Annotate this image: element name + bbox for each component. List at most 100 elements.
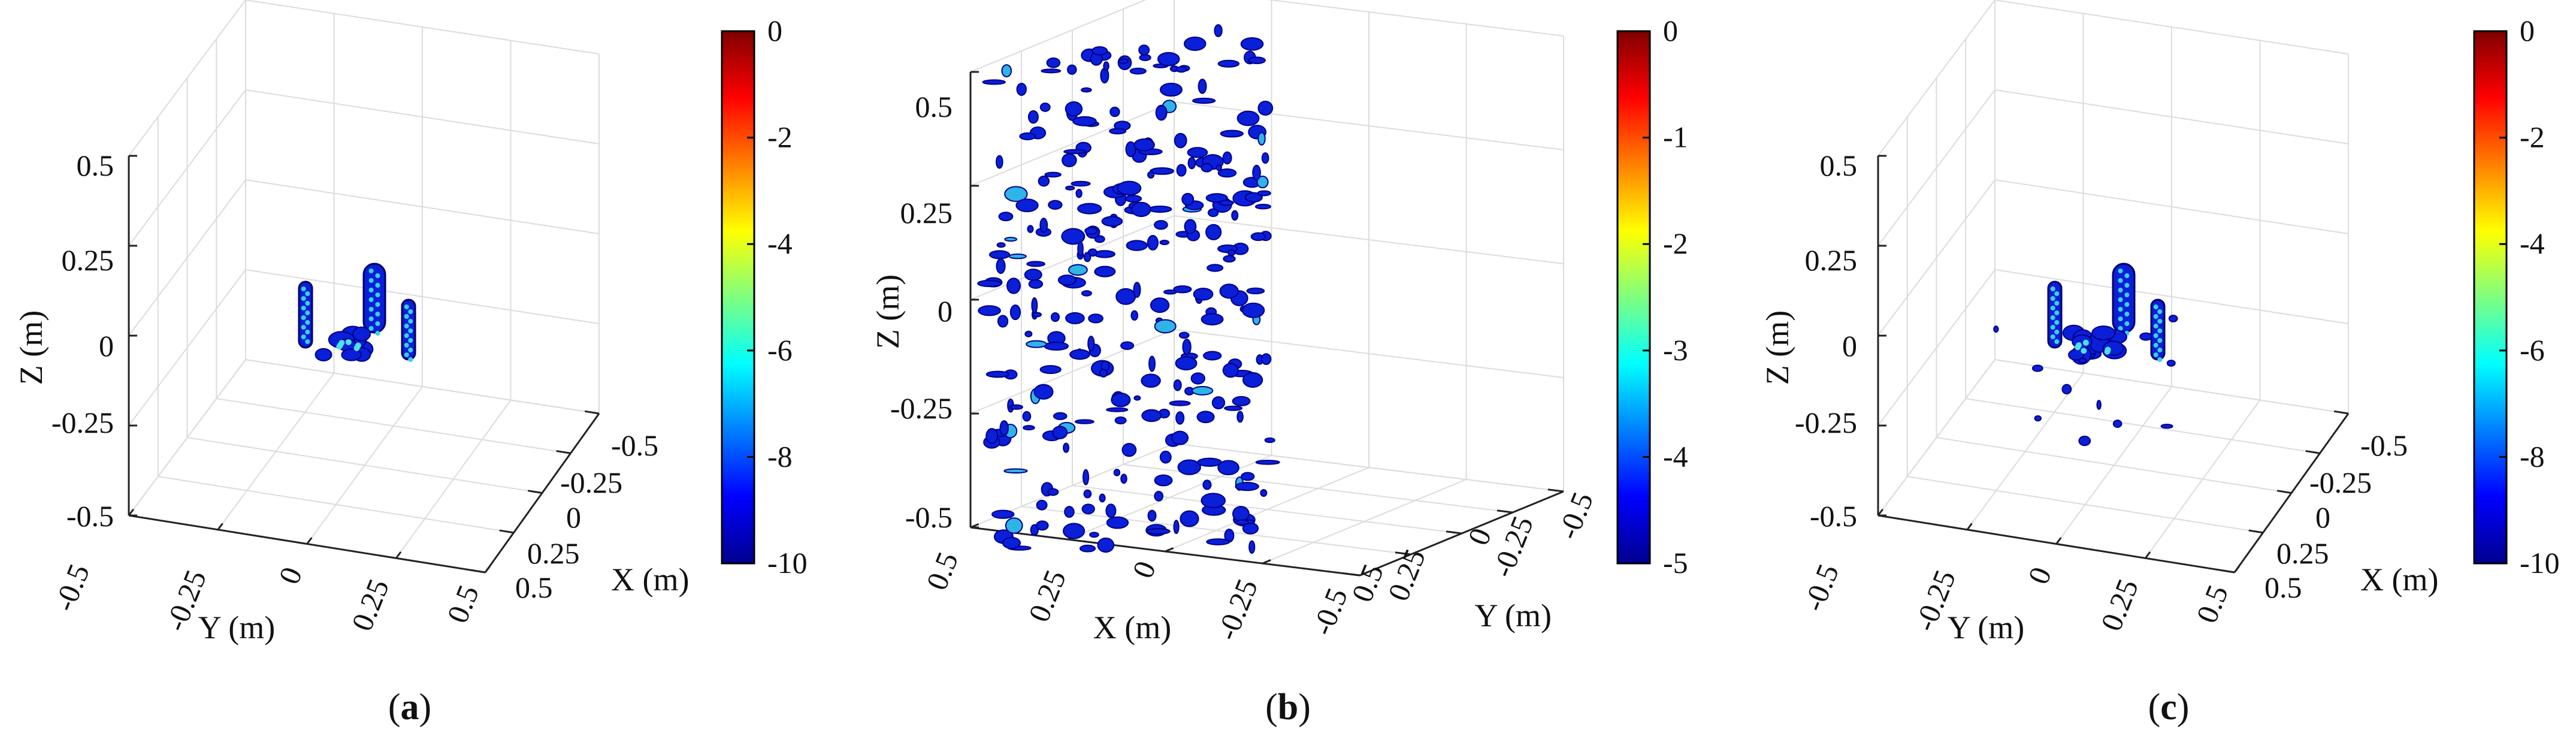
panel-b-blob <box>1053 412 1068 420</box>
panel-b-blobs <box>977 24 1280 554</box>
panel-c-blob <box>2091 325 2116 341</box>
panel-a-tick-mark <box>470 569 486 574</box>
panel-c-dot <box>2118 269 2123 273</box>
panel-b-blob <box>1235 519 1249 526</box>
panel-a-d-tick: -0.25 <box>560 466 622 499</box>
panel-b-tick-mark <box>1395 551 1411 556</box>
panel-b-blob <box>1031 297 1038 314</box>
panel-b-blob <box>1075 189 1083 198</box>
panel-b-blob <box>1174 132 1187 149</box>
panel-b-blob <box>1255 460 1280 465</box>
panel-b-blob <box>998 212 1014 222</box>
panel-c-grid-line <box>1877 179 1996 336</box>
panel-b-blob <box>1133 395 1141 401</box>
panel-b-h-label: X (m) <box>1093 610 1171 646</box>
panel-a-dot <box>305 301 310 306</box>
panel-b-blob <box>1248 540 1256 554</box>
panel-a-colorbar-bar <box>721 30 755 565</box>
panel-b-blob <box>1147 171 1155 179</box>
panel-a-dot <box>408 348 413 352</box>
panel-b-blob <box>1125 141 1136 158</box>
panel-c-caption: (c) <box>2148 687 2190 728</box>
panel-b-blob <box>1223 255 1236 263</box>
panel-b-blob <box>1217 460 1239 475</box>
panel-b-blob <box>1079 544 1096 553</box>
panel-c-dot <box>2082 339 2089 346</box>
panel-b-blob <box>1211 396 1226 409</box>
panel-a-grid-line <box>395 399 512 559</box>
panel-b-blob <box>1089 532 1099 538</box>
panel-c-z-ticks: 0.5 0.25 0 -0.25 -0.5 <box>1795 149 1857 533</box>
panel-a-dot <box>375 331 380 336</box>
panel-a-grid-line <box>128 89 246 246</box>
panel-b-blob <box>1248 56 1266 65</box>
panel-b-h-tick: 0 <box>1126 556 1162 583</box>
panel-a-dot <box>353 345 360 351</box>
panel-c-tick-mark <box>2145 551 2151 559</box>
panel-b-z-tick: 0.5 <box>915 90 953 123</box>
panel-b-blob <box>1206 538 1230 545</box>
panel-c-h-tick: 0.25 <box>2094 574 2145 635</box>
panel-c-colorbar-tick-label: -8 <box>2520 439 2545 473</box>
panel-c-grid-line <box>1936 437 2292 494</box>
panel-b-d-ticks: 0.5 0.25 0 -0.25 -0.5 <box>1345 487 1600 607</box>
panel-b-tick-mark <box>1496 509 1513 514</box>
panel-b-blob <box>1187 156 1196 170</box>
panel-a-grid-line <box>216 398 571 454</box>
panel-b-z-tick: -0.5 <box>905 500 953 534</box>
panel-c-d-label: X (m) <box>2360 562 2438 598</box>
panel-b-blob <box>1171 430 1189 445</box>
panel-b-blob <box>1022 411 1032 422</box>
panel-b-blob <box>1081 87 1092 93</box>
panel-c-z-tick: 0.5 <box>1820 149 1858 182</box>
panel-b-blob <box>1033 384 1054 400</box>
panel-a-caption: (a) <box>388 687 431 728</box>
panel-b-blob <box>1254 204 1271 210</box>
panel-b-blob <box>1009 404 1023 410</box>
panel-b-blob <box>1173 285 1192 294</box>
panel-c-z-tick: -0.5 <box>1810 499 1857 533</box>
panel-a-blobs <box>298 263 416 362</box>
panel-c-dot <box>2050 325 2055 330</box>
panel-b-blob <box>1002 536 1021 550</box>
panel-b-d-tick: -0.5 <box>1551 487 1600 544</box>
panel-b-blob <box>1183 37 1207 51</box>
panel-c-dot <box>2054 320 2060 325</box>
panel-b-blob <box>1202 479 1212 490</box>
panel-b-blob <box>996 258 1006 274</box>
panel-b-blob <box>977 279 1002 288</box>
panel-b-blob <box>1176 164 1187 177</box>
panel-a-tick-mark <box>527 490 543 494</box>
panel-b-caption: (b) <box>1265 687 1311 728</box>
panel-a-z-tick: 0 <box>99 329 114 363</box>
panel-c-tick-mark <box>1877 508 1884 516</box>
panel-a-dot <box>368 316 374 321</box>
panel-c-blob <box>2061 384 2072 395</box>
panel-a-colorbar-tick-label: -10 <box>767 546 808 580</box>
panel-a-dot <box>408 319 413 324</box>
panel-b-blob <box>1150 297 1170 313</box>
panel-b-blob <box>1231 210 1239 221</box>
panel-b-blob <box>982 79 1006 85</box>
panel-b-blob <box>1187 147 1208 158</box>
panel-b-blob <box>1081 503 1095 515</box>
panel-c-grid-line <box>1877 89 1996 246</box>
panel-c-dot <box>2124 321 2130 326</box>
panel-b-blob <box>1256 176 1269 189</box>
panel-b-blob <box>1094 266 1116 278</box>
panel-a-tick-mark <box>484 565 491 573</box>
panel-a-h-tick: 0.5 <box>440 580 485 628</box>
panel-b-blob <box>1193 287 1214 301</box>
panel-c-blob <box>1993 325 1999 333</box>
panel-b-blob <box>1139 54 1151 61</box>
panel-a-tick-mark <box>217 523 223 530</box>
panel-b-colorbar-tick-label: -2 <box>1663 227 1688 260</box>
panel-b-d-tick: 0 <box>1461 523 1498 550</box>
panel-b-blob <box>1175 411 1185 425</box>
panel-b-grid-line <box>970 101 1175 186</box>
panel-a-h-tick: 0.25 <box>344 574 395 635</box>
panel-b-blob <box>1039 365 1062 374</box>
panel-a-caption-letter: a <box>401 687 419 728</box>
panel-a-dot <box>368 278 374 283</box>
panel-b-blob <box>1150 167 1174 175</box>
